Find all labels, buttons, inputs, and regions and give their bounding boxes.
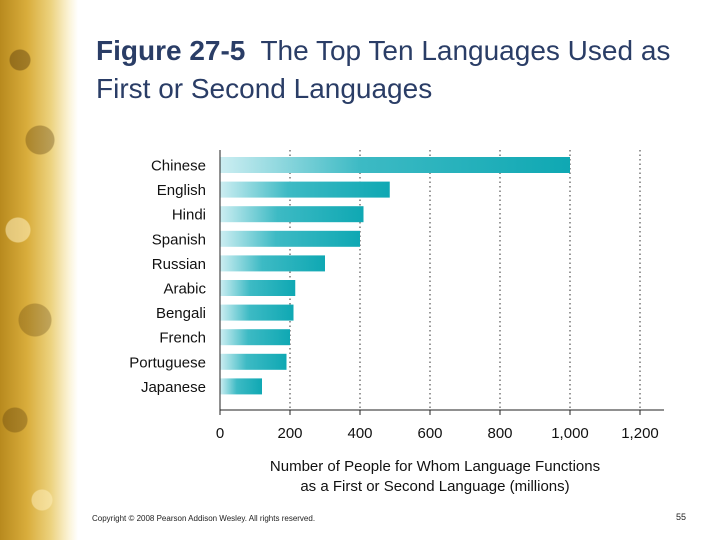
figure-caption: The Top Ten Languages Used as First or S… [96,35,671,104]
bar-spanish [220,230,360,247]
category-label-russian: Russian [152,256,206,273]
x-tick-label-1200: 1,200 [621,425,659,442]
category-label-chinese: Chinese [151,158,206,175]
category-label-arabic: Arabic [163,281,206,298]
copyright-notice: Copyright © 2008 Pearson Addison Wesley.… [92,514,316,523]
figure-number: Figure 27-5 [96,35,246,66]
x-tick-label-800: 800 [487,425,512,442]
category-label-spanish: Spanish [152,231,206,248]
x-tick-label-600: 600 [417,425,442,442]
page-number: 55 [676,512,687,522]
bar-arabic [220,280,296,296]
category-label-japanese: Japanese [141,379,206,396]
bar-bengali [220,304,294,321]
category-label-english: English [157,182,206,199]
x-tick-label-400: 400 [347,425,372,442]
decorative-side-strip [0,0,78,540]
bar-chinese [220,157,570,173]
bar-japanese [220,378,262,395]
category-label-bengali: Bengali [156,305,206,322]
bar-hindi [220,206,364,223]
category-label-french: French [159,330,206,347]
category-label-hindi: Hindi [172,207,206,224]
bars [220,157,570,395]
slide-title: Figure 27-5 The Top Ten Languages Used a… [96,32,696,108]
x-tick-label-1000: 1,000 [551,425,589,442]
bar-russian [220,255,325,272]
bar-portuguese [220,353,287,370]
x-axis-label-line2: as a First or Second Language (millions) [300,478,569,495]
x-tick-label-200: 200 [277,425,302,442]
x-tick-label-0: 0 [216,425,224,442]
bar-english [220,181,390,198]
x-axis: 0 200 400 600 800 1,000 1,200 [216,150,664,442]
category-label-portuguese: Portuguese [129,354,206,371]
x-axis-label-line1: Number of People for Whom Language Funct… [270,458,600,475]
grid-lines [289,150,641,410]
category-labels: Chinese English Hindi Spanish Russian Arabic B… [129,158,206,396]
bar-french [220,329,290,346]
